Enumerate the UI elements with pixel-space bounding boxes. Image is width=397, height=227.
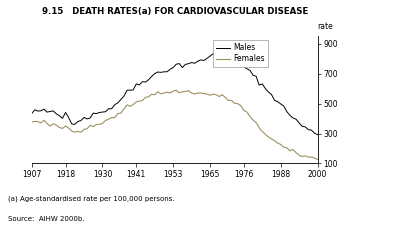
Females — [29, 121, 34, 123]
Females — [103, 119, 108, 122]
Males — [140, 80, 145, 83]
Females — [204, 93, 209, 95]
Females — [149, 93, 154, 96]
Text: (a) Age-standardised rate per 100,000 persons.: (a) Age-standardised rate per 100,000 pe… — [8, 195, 175, 202]
Males — [149, 75, 154, 78]
Females — [174, 89, 179, 91]
Females — [140, 99, 145, 102]
Males — [103, 110, 108, 113]
Text: rate: rate — [318, 22, 333, 31]
Males — [29, 112, 34, 115]
Legend: Males, Females: Males, Females — [213, 40, 268, 67]
Males — [79, 119, 83, 122]
Males — [248, 69, 252, 72]
Text: Source:  AIHW 2000b.: Source: AIHW 2000b. — [8, 216, 85, 222]
Text: 9.15   DEATH RATES(a) FOR CARDIOVASCULAR DISEASE: 9.15 DEATH RATES(a) FOR CARDIOVASCULAR D… — [42, 7, 308, 16]
Males — [202, 59, 206, 62]
Line: Males: Males — [32, 51, 318, 135]
Females — [315, 158, 320, 161]
Females — [79, 131, 83, 134]
Males — [217, 49, 222, 52]
Males — [315, 133, 320, 136]
Line: Females: Females — [32, 90, 318, 159]
Females — [248, 115, 252, 118]
